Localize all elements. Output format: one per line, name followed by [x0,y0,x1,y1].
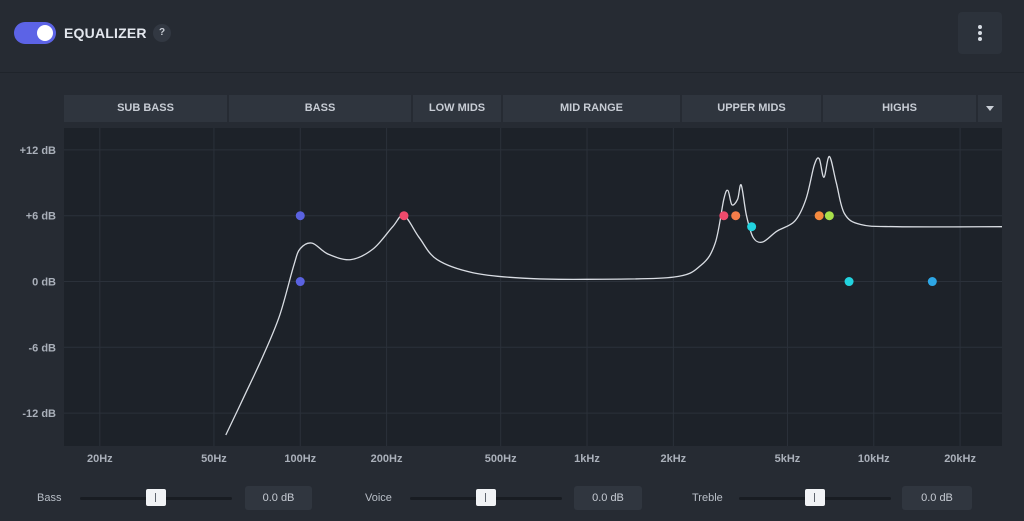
x-tick-label: 20Hz [87,453,113,465]
eq-control-point[interactable] [719,211,729,221]
treble-slider-label: Treble [692,492,723,504]
voice-slider-label: Voice [365,492,392,504]
x-tick-label: 100Hz [284,453,316,465]
band-tab-upper-mids[interactable]: UPPER MIDS [682,95,821,122]
voice-slider-thumb[interactable] [476,489,496,506]
bass-slider-label: Bass [37,492,62,504]
page-title: EQUALIZER [64,25,147,41]
eq-control-point[interactable] [844,277,854,287]
eq-control-point[interactable] [747,222,757,232]
bass-value-field[interactable]: 0.0 dB [245,486,312,510]
x-tick-label: 20kHz [944,453,976,465]
voice-value-field[interactable]: 0.0 dB [574,486,642,510]
y-tick-label: -6 dB [29,342,57,354]
band-tabs: SUB BASS BASS LOW MIDS MID RANGE UPPER M… [64,95,1002,122]
eq-control-point[interactable] [399,211,409,221]
x-tick-label: 200Hz [371,453,403,465]
control-points [295,211,937,287]
more-dot-icon [978,25,982,29]
band-tab-sub-bass[interactable]: SUB BASS [64,95,227,122]
eq-control-point[interactable] [814,211,824,221]
y-axis-labels: +12 dB +6 dB 0 dB -6 dB -12 dB [20,145,56,420]
eq-control-point[interactable] [927,277,937,287]
band-tab-bass[interactable]: BASS [229,95,411,122]
x-tick-label: 1kHz [574,453,600,465]
eq-control-point[interactable] [824,211,834,221]
chevron-down-icon [986,106,994,111]
y-tick-label: +6 dB [26,211,56,223]
x-axis-labels: 20Hz 50Hz 100Hz 200Hz 500Hz 1kHz 2kHz 5kHz 10kHz… [87,453,977,465]
equalizer-graph[interactable]: +12 dB +6 dB 0 dB -6 dB -12 dB 20Hz 50Hz 100Hz… [0,126,1024,471]
equalizer-header: EQUALIZER ? [0,0,1024,73]
toggle-knob [37,25,53,41]
y-tick-label: +12 dB [20,145,56,157]
voice-slider-row: Voice 0.0 dB [330,486,670,510]
eq-control-point[interactable] [295,277,305,287]
x-tick-label: 50Hz [201,453,227,465]
bass-slider-thumb[interactable] [146,489,166,506]
treble-slider-thumb[interactable] [805,489,825,506]
treble-slider-row: Treble 0.0 dB [660,486,1000,510]
band-tab-low-mids[interactable]: LOW MIDS [413,95,501,122]
plot-area [64,128,1002,446]
more-dot-icon [978,37,982,41]
y-tick-label: 0 dB [32,277,56,289]
eq-control-point[interactable] [731,211,741,221]
help-icon[interactable]: ? [153,24,171,42]
band-tab-mid-range[interactable]: MID RANGE [503,95,680,122]
x-tick-label: 5kHz [775,453,801,465]
band-dropdown-button[interactable] [978,95,1002,122]
more-dot-icon [978,31,982,35]
x-tick-label: 500Hz [485,453,517,465]
eq-control-point[interactable] [295,211,305,221]
bass-slider-row: Bass 0.0 dB [0,486,340,510]
equalizer-toggle[interactable] [14,22,56,44]
more-options-button[interactable] [958,12,1002,54]
x-tick-label: 2kHz [660,453,686,465]
x-tick-label: 10kHz [858,453,890,465]
y-tick-label: -12 dB [22,408,56,420]
treble-value-field[interactable]: 0.0 dB [902,486,972,510]
grid [64,128,1002,446]
band-tab-highs[interactable]: HIGHS [823,95,976,122]
